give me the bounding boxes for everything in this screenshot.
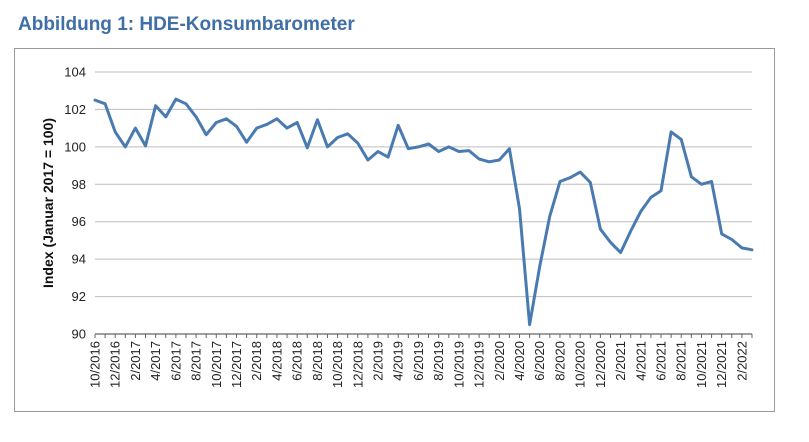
y-tick-label: 102 bbox=[64, 102, 86, 117]
y-tick-label: 100 bbox=[64, 139, 86, 154]
x-tick-label: 10/2018 bbox=[330, 341, 345, 388]
x-tick-label: 6/2020 bbox=[532, 341, 547, 381]
x-tick-label: 8/2018 bbox=[310, 341, 325, 381]
x-tick-label: 2/2019 bbox=[371, 341, 386, 381]
x-tick-label: 6/2018 bbox=[290, 341, 305, 381]
x-tick-label: 10/2021 bbox=[694, 341, 709, 388]
x-tick-label: 4/2018 bbox=[269, 341, 284, 381]
x-tick-label: 8/2019 bbox=[431, 341, 446, 381]
x-tick-label: 12/2016 bbox=[108, 341, 123, 388]
x-tick-label: 4/2020 bbox=[512, 341, 527, 381]
grid-lines bbox=[95, 71, 752, 335]
y-tick-label: 104 bbox=[64, 65, 86, 80]
x-tick-label: 8/2020 bbox=[552, 341, 567, 381]
y-tick-label: 96 bbox=[72, 214, 86, 229]
x-tick-label: 2/2018 bbox=[249, 341, 264, 381]
y-tick-label: 90 bbox=[72, 327, 86, 342]
x-tick-label: 2/2022 bbox=[734, 341, 749, 381]
series-line bbox=[93, 97, 754, 327]
x-tick-label: 12/2017 bbox=[229, 341, 244, 388]
x-tick-label: 2/2020 bbox=[492, 341, 507, 381]
x-tick-label: 4/2019 bbox=[391, 341, 406, 381]
x-tick-label: 10/2019 bbox=[451, 341, 466, 388]
x-tick-label: 12/2020 bbox=[593, 341, 608, 388]
y-tick-label: 94 bbox=[72, 252, 86, 267]
x-tick-label: 12/2019 bbox=[472, 341, 487, 388]
x-tick-label: 10/2017 bbox=[209, 341, 224, 388]
x-tick-label: 6/2019 bbox=[411, 341, 426, 381]
x-tick-label: 6/2021 bbox=[654, 341, 669, 381]
x-tick-label: 12/2021 bbox=[714, 341, 729, 388]
x-tick-labels: 10/2016 12/2016 2/2017 4/2017 6/2017 8/2017 10… bbox=[88, 334, 753, 388]
x-tick-label: 10/2020 bbox=[573, 341, 588, 388]
y-tick-label: 92 bbox=[72, 289, 86, 304]
x-tick-label: 6/2017 bbox=[168, 341, 183, 381]
x-tick-label: 2/2017 bbox=[128, 341, 143, 381]
x-tick-label: 4/2017 bbox=[148, 341, 163, 381]
chart-frame bbox=[14, 48, 775, 412]
x-tick-label: 12/2018 bbox=[350, 341, 365, 388]
x-tick-label: 8/2017 bbox=[189, 341, 204, 381]
y-tick-label: 98 bbox=[72, 177, 86, 192]
y-tick-labels: 90 92 94 96 98 100 102 104 bbox=[64, 65, 86, 342]
x-tick-label: 8/2021 bbox=[674, 341, 689, 381]
x-tick-label: 4/2021 bbox=[633, 341, 648, 381]
x-tick-label: 10/2016 bbox=[88, 341, 103, 388]
y-axis-label: Index (Januar 2017 = 100) bbox=[40, 118, 56, 288]
x-tick-label: 2/2021 bbox=[613, 341, 628, 381]
figure-title: Abbildung 1: HDE-Konsumbarometer bbox=[18, 14, 355, 35]
series-layer bbox=[93, 97, 754, 327]
